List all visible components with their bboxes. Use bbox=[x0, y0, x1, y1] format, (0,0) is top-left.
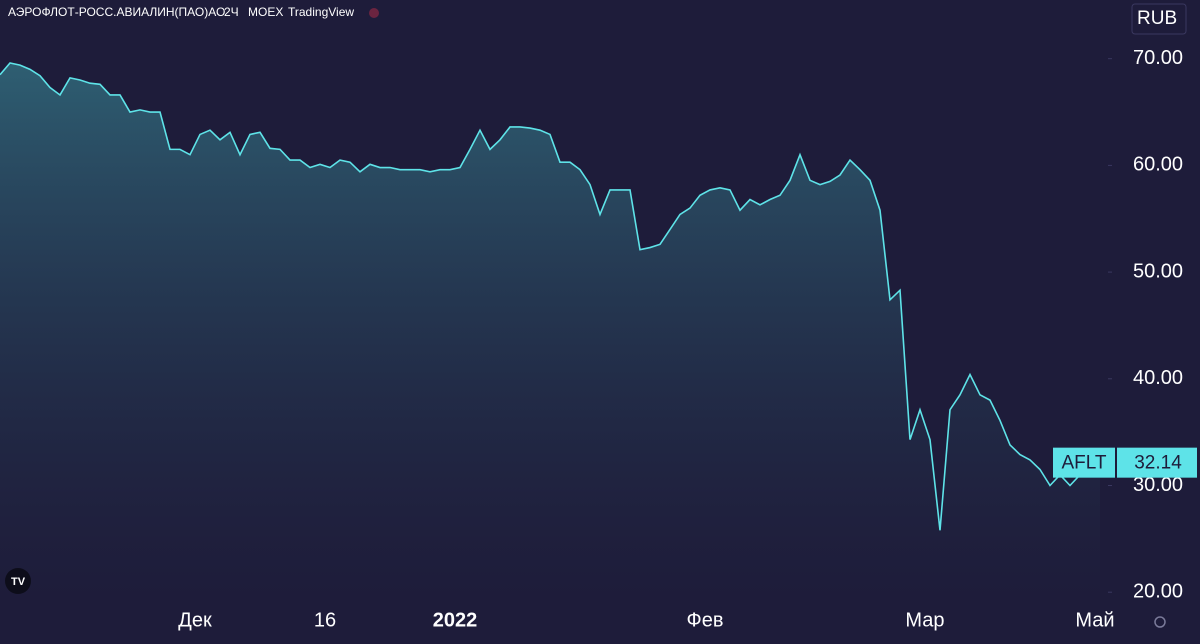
y-tick-label: 60.00 bbox=[1133, 154, 1183, 176]
x-tick-label: 16 bbox=[314, 609, 336, 631]
x-tick-label: Май bbox=[1075, 609, 1114, 631]
x-tick-label: Дек bbox=[178, 609, 212, 631]
price-line bbox=[0, 62, 1101, 531]
y-tick-label: 20.00 bbox=[1133, 580, 1183, 602]
y-tick-label: 70.00 bbox=[1133, 47, 1183, 69]
settings-icon[interactable] bbox=[1154, 616, 1166, 628]
x-tick-label: 2022 bbox=[433, 609, 478, 631]
symbol-tag bbox=[1053, 447, 1115, 478]
status-dot bbox=[369, 8, 379, 18]
area-fill bbox=[0, 62, 1100, 605]
source: TradingView bbox=[288, 5, 354, 19]
exchange: MOEX bbox=[248, 5, 283, 19]
symbol-tag-text: AFLT bbox=[1061, 453, 1106, 474]
x-tick-label: Фев bbox=[687, 609, 724, 631]
y-tick-label: 40.00 bbox=[1133, 367, 1183, 389]
logo[interactable] bbox=[5, 568, 31, 594]
logo-text: TV bbox=[11, 576, 26, 588]
interval: 2Ч bbox=[224, 5, 239, 19]
price-tag bbox=[1117, 447, 1197, 478]
y-tick-label: 30.00 bbox=[1133, 474, 1183, 496]
plot-area bbox=[0, 62, 1101, 605]
x-tick-label: Мар bbox=[905, 609, 944, 631]
price-tag-text: 32.14 bbox=[1134, 453, 1182, 474]
currency[interactable]: RUB bbox=[1137, 8, 1177, 29]
y-tick-label: 50.00 bbox=[1133, 260, 1183, 282]
symbol-name: АЭРОФЛОТ-РОСС.АВИАЛИН(ПАО)АО bbox=[8, 5, 225, 19]
currency-box[interactable] bbox=[1131, 3, 1187, 35]
